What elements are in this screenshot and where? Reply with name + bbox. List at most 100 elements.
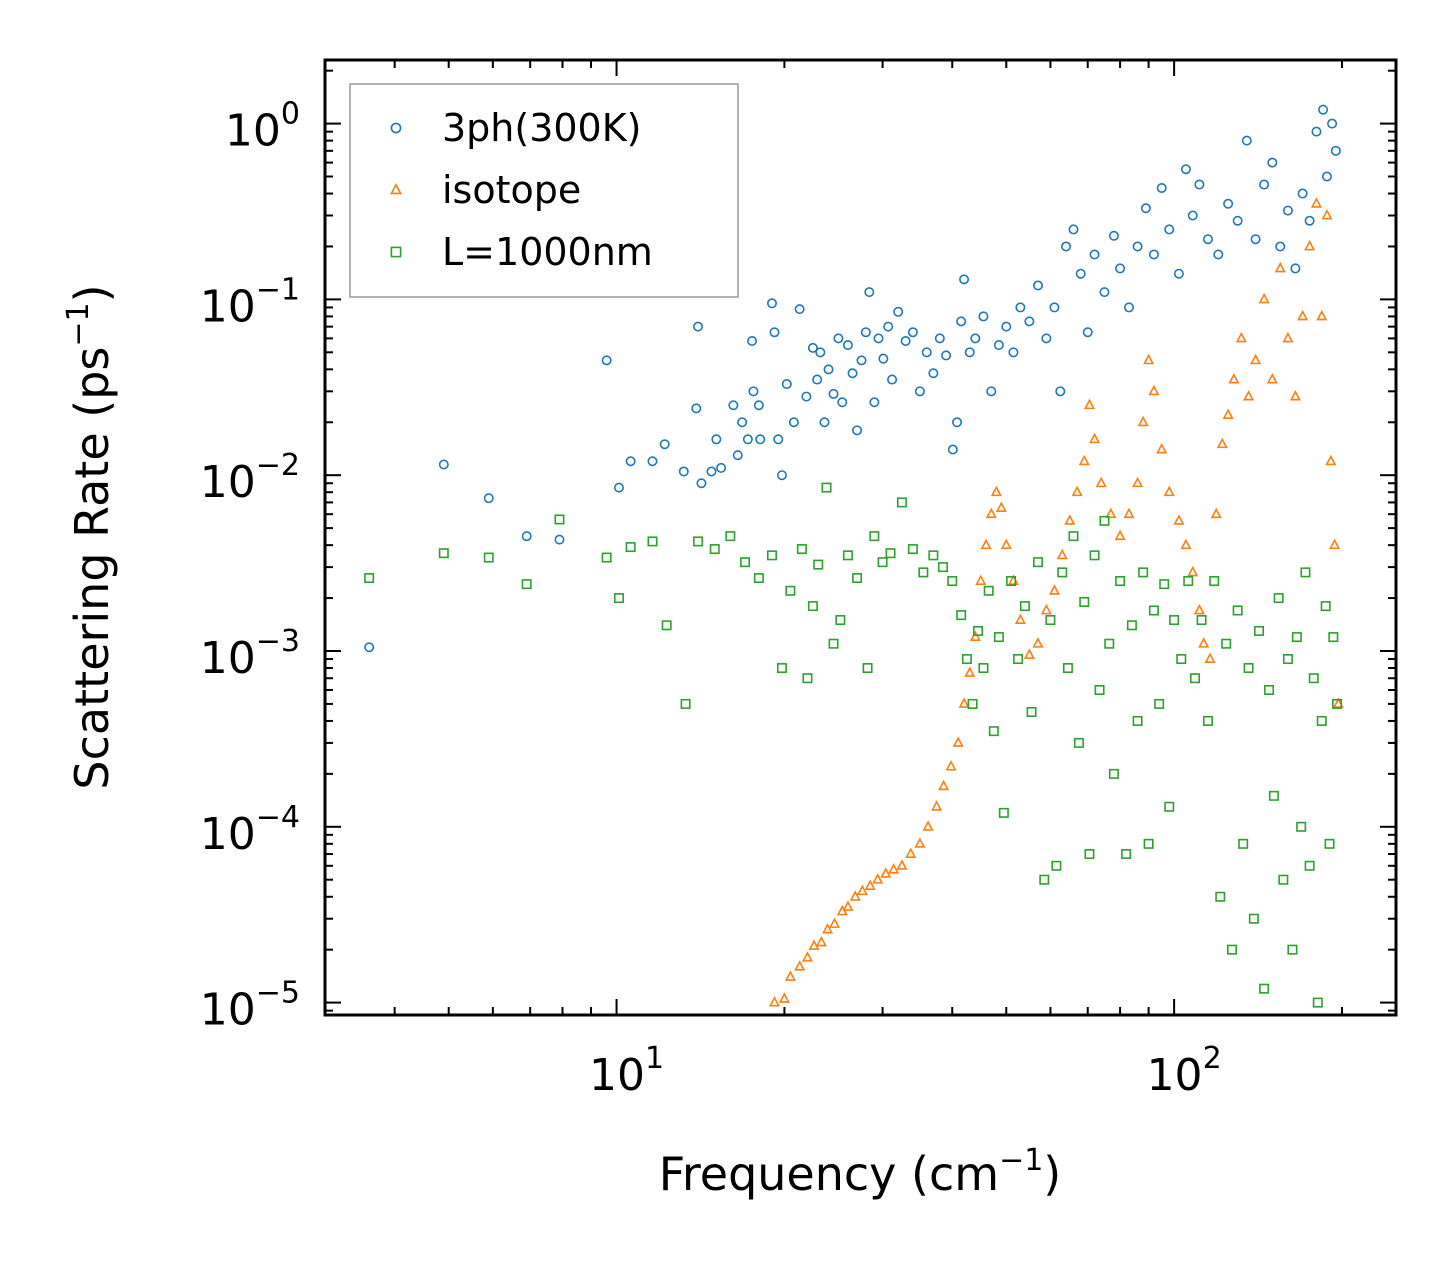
data-point [928, 550, 939, 561]
data-point [1154, 698, 1165, 709]
data-point [1329, 538, 1341, 550]
data-point [781, 379, 792, 390]
data-point [794, 304, 805, 315]
data-point [1328, 632, 1339, 643]
data-point [828, 638, 839, 649]
data-point [1126, 620, 1137, 631]
data-point [1026, 706, 1037, 717]
data-point [877, 557, 888, 568]
y-tick-label: 10−3 [200, 624, 300, 684]
data-point [1198, 637, 1210, 648]
data-point [1311, 126, 1322, 137]
data-point [678, 466, 689, 477]
data-point [1032, 637, 1044, 648]
data-point [737, 417, 748, 428]
data-point [1089, 432, 1101, 444]
data-point [1267, 157, 1278, 168]
data-point [815, 935, 827, 947]
data-point [852, 573, 863, 584]
data-point [952, 417, 963, 428]
data-point [769, 327, 780, 338]
data-point [1078, 454, 1090, 466]
data-point [706, 466, 717, 477]
data-point [1274, 261, 1286, 273]
data-point [1304, 239, 1316, 251]
data-point [1014, 613, 1026, 624]
data-point [842, 340, 853, 351]
data-point [483, 552, 494, 563]
legend-label: L=1000nm [442, 230, 653, 274]
data-point [813, 559, 824, 570]
data-point [1138, 567, 1149, 578]
data-point [1143, 353, 1155, 365]
data-point [1266, 372, 1278, 384]
data-point [869, 397, 880, 408]
data-point [1071, 485, 1083, 497]
data-point [849, 890, 861, 901]
data-point [1024, 316, 1035, 327]
data-point [956, 316, 967, 327]
data-point [905, 847, 917, 858]
data-point [625, 456, 636, 467]
data-point [1248, 913, 1259, 924]
data-point [878, 353, 889, 364]
data-point [778, 992, 790, 1003]
data-point [952, 736, 964, 747]
data-point [1137, 415, 1149, 427]
data-point [961, 654, 972, 665]
data-point [1040, 603, 1052, 615]
data-point [958, 697, 970, 708]
data-point [978, 663, 989, 674]
data-point [794, 960, 806, 971]
data-point [693, 536, 704, 547]
data-point [1304, 215, 1315, 226]
data-point [1202, 715, 1213, 726]
data-point [1330, 145, 1341, 156]
data-point [1045, 615, 1056, 626]
data-point [1073, 737, 1084, 748]
data-point [1056, 548, 1068, 560]
data-point [835, 615, 846, 626]
data-point [1250, 234, 1261, 245]
data-point [1062, 663, 1073, 674]
data-point [980, 538, 992, 550]
data-point [873, 333, 884, 344]
data-point [601, 355, 612, 366]
data-point [1105, 507, 1117, 519]
data-point [1001, 321, 1012, 332]
data-point [819, 417, 830, 428]
data-point [1235, 331, 1247, 343]
data-point [864, 879, 876, 891]
data-point [1259, 983, 1270, 994]
data-point [716, 462, 727, 473]
data-point [753, 400, 764, 411]
data-point [880, 867, 892, 878]
data-point [1232, 215, 1243, 226]
data-point [1123, 302, 1134, 313]
data-point [1202, 234, 1213, 245]
data-point [1079, 596, 1090, 607]
data-point [1148, 384, 1160, 396]
data-point [1075, 268, 1086, 279]
y-axis-label: Scattering Rate (ps−1) [61, 284, 119, 789]
data-point [821, 482, 832, 493]
data-point [725, 531, 736, 542]
legend-marker-square-icon [390, 246, 402, 258]
data-point [1173, 268, 1184, 279]
data-point [983, 585, 994, 596]
data-point [918, 567, 929, 578]
data-point [1019, 601, 1030, 612]
data-point [1210, 507, 1222, 519]
data-point [1194, 179, 1205, 190]
data-point [823, 364, 834, 375]
data-point [1332, 697, 1344, 708]
data-point [1310, 197, 1322, 208]
data-point [1099, 287, 1110, 298]
data-point [1243, 390, 1255, 401]
data-point [521, 531, 532, 542]
data-point [947, 444, 958, 455]
data-point [998, 807, 1009, 818]
data-point [828, 917, 841, 928]
data-point [1300, 567, 1311, 578]
